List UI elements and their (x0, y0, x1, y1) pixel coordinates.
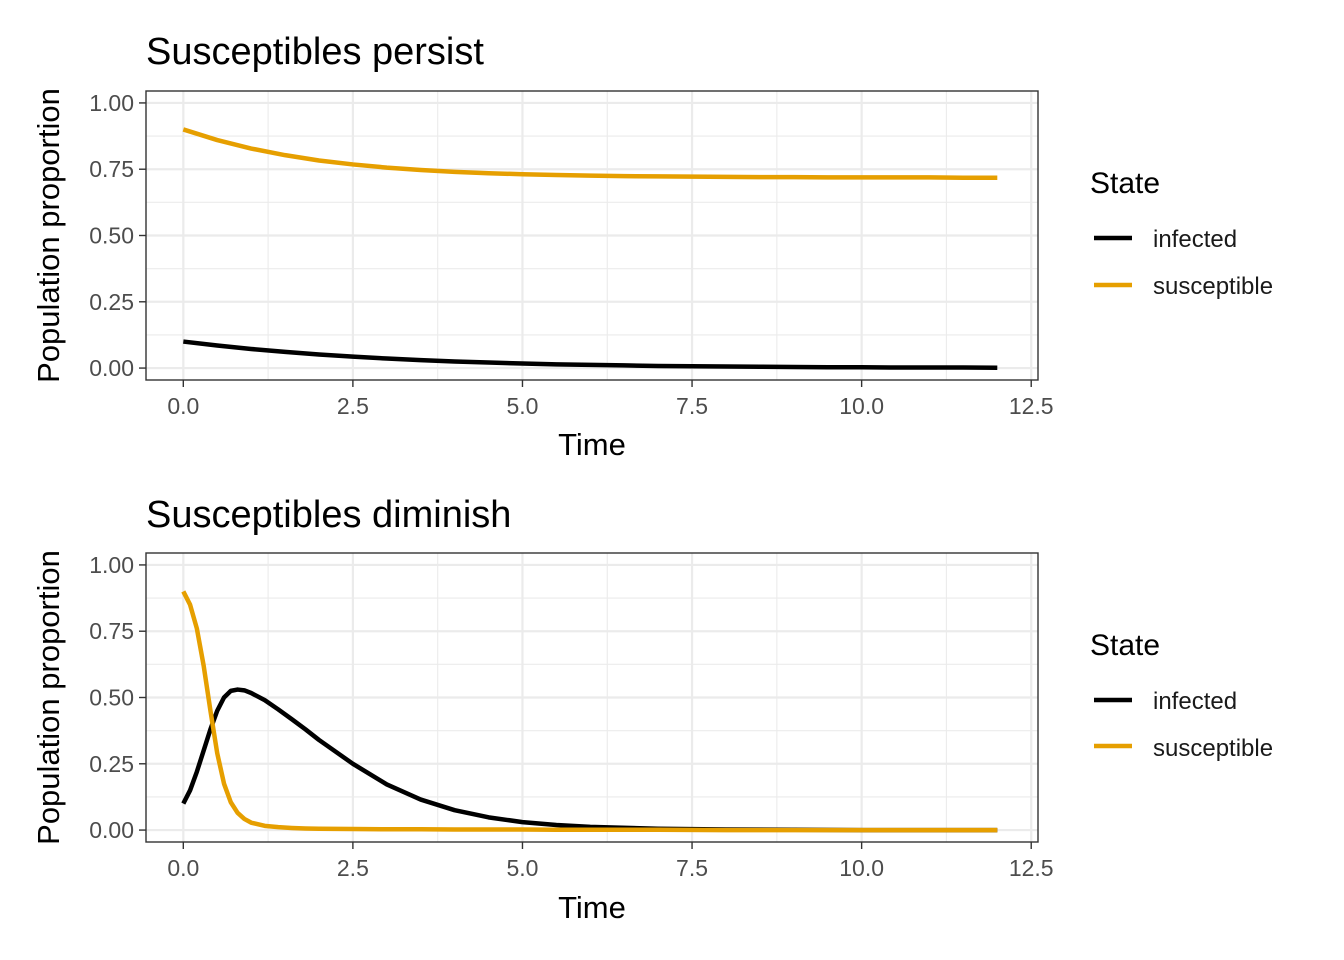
legend-title: State (1090, 167, 1160, 200)
series-line-infected (183, 339, 998, 371)
y-tick-label: 0.00 (89, 817, 134, 843)
x-tick-label: 7.5 (676, 855, 708, 881)
y-tick-label: 0.25 (89, 289, 134, 315)
plot-area (145, 552, 1039, 843)
y-tick-label: 1.00 (89, 90, 134, 116)
x-tick-label: 7.5 (676, 393, 708, 419)
x-tick-label: 12.5 (1009, 855, 1054, 881)
x-axis: 0.0 2.5 5.0 7.5 10.0 12.5 (167, 380, 1054, 419)
x-tick-label: 2.5 (337, 855, 369, 881)
series-lines (181, 590, 998, 833)
chart-title: Susceptibles diminish (146, 494, 511, 536)
legend-label-susceptible: susceptible (1153, 273, 1273, 300)
y-tick-label: 0.50 (89, 685, 134, 711)
x-tick-label: 5.0 (506, 855, 538, 881)
grid-lines (146, 91, 1038, 380)
x-tick-label: 2.5 (337, 393, 369, 419)
legend-label-susceptible: susceptible (1153, 735, 1273, 762)
y-tick-label: 0.75 (89, 618, 134, 644)
y-tick-label: 0.25 (89, 751, 134, 777)
x-tick-label: 0.0 (167, 855, 199, 881)
series-line-susceptible (181, 590, 998, 833)
chart-title: Susceptibles persist (146, 31, 484, 73)
plot-area (145, 90, 1039, 381)
x-tick-label: 0.0 (167, 393, 199, 419)
x-axis: 0.0 2.5 5.0 7.5 10.0 12.5 (167, 842, 1054, 881)
x-tick-label: 10.0 (839, 855, 884, 881)
y-tick-label: 0.50 (89, 223, 134, 249)
chart-panel-1: Susceptibles persist 0.00 0.25 0.50 0.75 1.0… (31, 31, 1273, 462)
x-axis-label: Time (558, 890, 626, 925)
series-lines (182, 127, 998, 371)
y-axis: 0.00 0.25 0.50 0.75 1.00 (89, 90, 146, 381)
legend-label-infected: infected (1153, 688, 1237, 715)
y-axis-label: Population proportion (31, 550, 66, 845)
y-axis: 0.00 0.25 0.50 0.75 1.00 (89, 552, 146, 843)
series-line-susceptible (182, 127, 998, 180)
legend-label-infected: infected (1153, 226, 1237, 253)
legend: State infected susceptible (1090, 629, 1273, 762)
x-axis-label: Time (558, 427, 626, 462)
y-tick-label: 0.00 (89, 355, 134, 381)
x-tick-label: 10.0 (839, 393, 884, 419)
x-tick-label: 12.5 (1009, 393, 1054, 419)
chart-panel-2: Susceptibles diminish 0.00 0.25 0.50 0.75 1.… (31, 494, 1273, 925)
y-axis-label: Population proportion (31, 88, 66, 383)
x-tick-label: 5.0 (506, 393, 538, 419)
y-tick-label: 0.75 (89, 156, 134, 182)
legend-title: State (1090, 629, 1160, 662)
y-tick-label: 1.00 (89, 552, 134, 578)
legend: State infected susceptible (1090, 167, 1273, 300)
